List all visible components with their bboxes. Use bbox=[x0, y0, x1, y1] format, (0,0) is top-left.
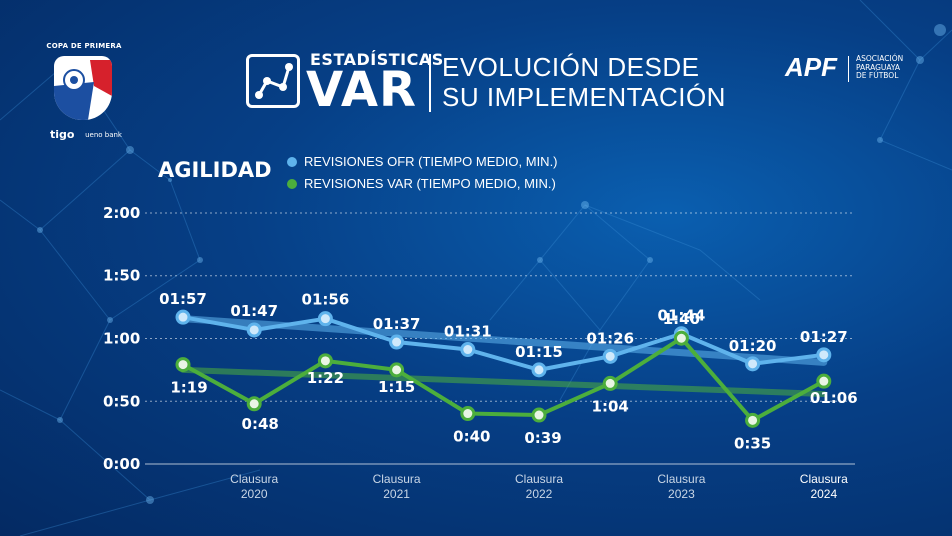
data-label-ofr: 01:56 bbox=[302, 291, 350, 309]
data-label-ofr: 01:27 bbox=[800, 328, 848, 346]
brand-var-title: VAR bbox=[306, 62, 417, 118]
data-label-var: 0:40 bbox=[453, 428, 490, 446]
legend-var-swatch bbox=[287, 178, 297, 189]
data-point-var bbox=[531, 407, 547, 423]
var-icon bbox=[246, 54, 300, 108]
cup-sponsors: tigo ueno bank bbox=[50, 128, 122, 141]
x-tick-label: Clausura bbox=[373, 472, 421, 486]
federation-divider bbox=[848, 56, 849, 82]
data-point-var bbox=[745, 412, 761, 428]
data-point-ofr bbox=[745, 356, 761, 372]
x-tick-label: 2023 bbox=[668, 487, 695, 501]
trend-line-var bbox=[180, 366, 827, 397]
legend-ofr-swatch bbox=[287, 156, 297, 167]
x-tick-label: Clausura bbox=[800, 472, 848, 486]
legend-item-var: REVISIONES VAR (TIEMPO MEDIO, MIN.) bbox=[287, 176, 556, 191]
x-tick-label: Clausura bbox=[657, 472, 705, 486]
x-tick-label: 2022 bbox=[526, 487, 553, 501]
data-point-var bbox=[389, 362, 405, 378]
x-tick-label: Clausura bbox=[230, 472, 278, 486]
data-label-ofr: 01:44 bbox=[658, 307, 706, 325]
data-point-ofr bbox=[246, 322, 262, 338]
title-divider bbox=[429, 54, 431, 112]
chart-title: AGILIDAD bbox=[158, 158, 272, 182]
data-label-var: 01:06 bbox=[810, 389, 858, 407]
data-label-ofr: 01:20 bbox=[729, 337, 777, 355]
sponsor-ueno: ueno bank bbox=[85, 130, 122, 139]
series-line-var bbox=[182, 336, 825, 423]
headline-line-1: EVOLUCIÓN DESDE bbox=[442, 52, 700, 82]
y-tick-label: 1:00 bbox=[103, 329, 140, 347]
data-point-ofr bbox=[816, 347, 832, 363]
federation-name: ASOCIACIÓN PARAGUAYA DE FÚTBOL bbox=[856, 54, 904, 80]
y-tick-label: 0:50 bbox=[103, 392, 140, 410]
cup-title: COPA DE PRIMERA bbox=[46, 42, 122, 50]
y-tick-label: 1:50 bbox=[103, 267, 140, 285]
data-label-ofr: 01:47 bbox=[230, 302, 278, 320]
data-label-var: 1:22 bbox=[307, 369, 344, 387]
data-point-ofr bbox=[602, 348, 618, 364]
series-line-ofr bbox=[182, 315, 825, 372]
data-label-var: 1:15 bbox=[378, 378, 415, 396]
x-tick-label: 2021 bbox=[383, 487, 410, 501]
data-label-ofr: 01:37 bbox=[373, 315, 421, 333]
data-label-var: 0:48 bbox=[242, 415, 279, 433]
data-point-ofr bbox=[317, 311, 333, 327]
data-label-ofr: 01:31 bbox=[444, 323, 492, 341]
data-point-ofr bbox=[531, 362, 547, 378]
data-point-ofr bbox=[460, 342, 476, 358]
headline-line-2: SU IMPLEMENTACIÓN bbox=[442, 82, 726, 112]
x-tick-label: Clausura bbox=[515, 472, 563, 486]
data-point-var bbox=[816, 373, 832, 389]
data-point-var bbox=[246, 396, 262, 412]
data-label-var: 1:40 bbox=[663, 310, 700, 328]
data-point-var bbox=[460, 406, 476, 422]
data-label-ofr: 01:26 bbox=[586, 329, 634, 347]
sponsor-tigo: tigo bbox=[50, 128, 75, 141]
y-tick-label: 2:00 bbox=[103, 204, 140, 222]
y-tick-label: 0:00 bbox=[103, 455, 140, 473]
data-point-var bbox=[602, 375, 618, 391]
data-point-var bbox=[673, 330, 689, 346]
x-tick-label: 2020 bbox=[241, 487, 268, 501]
legend-var-label: REVISIONES VAR (TIEMPO MEDIO, MIN.) bbox=[304, 176, 556, 191]
data-label-var: 1:04 bbox=[592, 397, 629, 415]
data-label-ofr: 01:15 bbox=[515, 343, 563, 361]
data-point-ofr bbox=[175, 309, 191, 325]
data-point-var bbox=[175, 357, 191, 373]
cup-shield-logo bbox=[54, 56, 112, 120]
legend-item-ofr: REVISIONES OFR (TIEMPO MEDIO, MIN.) bbox=[287, 154, 558, 169]
x-tick-label: 2024 bbox=[810, 487, 837, 501]
data-point-ofr bbox=[389, 334, 405, 350]
brand-small-title: ESTADÍSTICAS bbox=[310, 50, 444, 69]
data-label-var: 0:35 bbox=[734, 434, 771, 452]
legend-ofr-label: REVISIONES OFR (TIEMPO MEDIO, MIN.) bbox=[304, 154, 558, 169]
data-label-ofr: 01:57 bbox=[159, 290, 207, 308]
data-label-var: 1:19 bbox=[170, 379, 207, 397]
data-label-var: 0:39 bbox=[524, 429, 561, 447]
data-point-var bbox=[317, 353, 333, 369]
federation-abbr: APF bbox=[785, 52, 837, 82]
